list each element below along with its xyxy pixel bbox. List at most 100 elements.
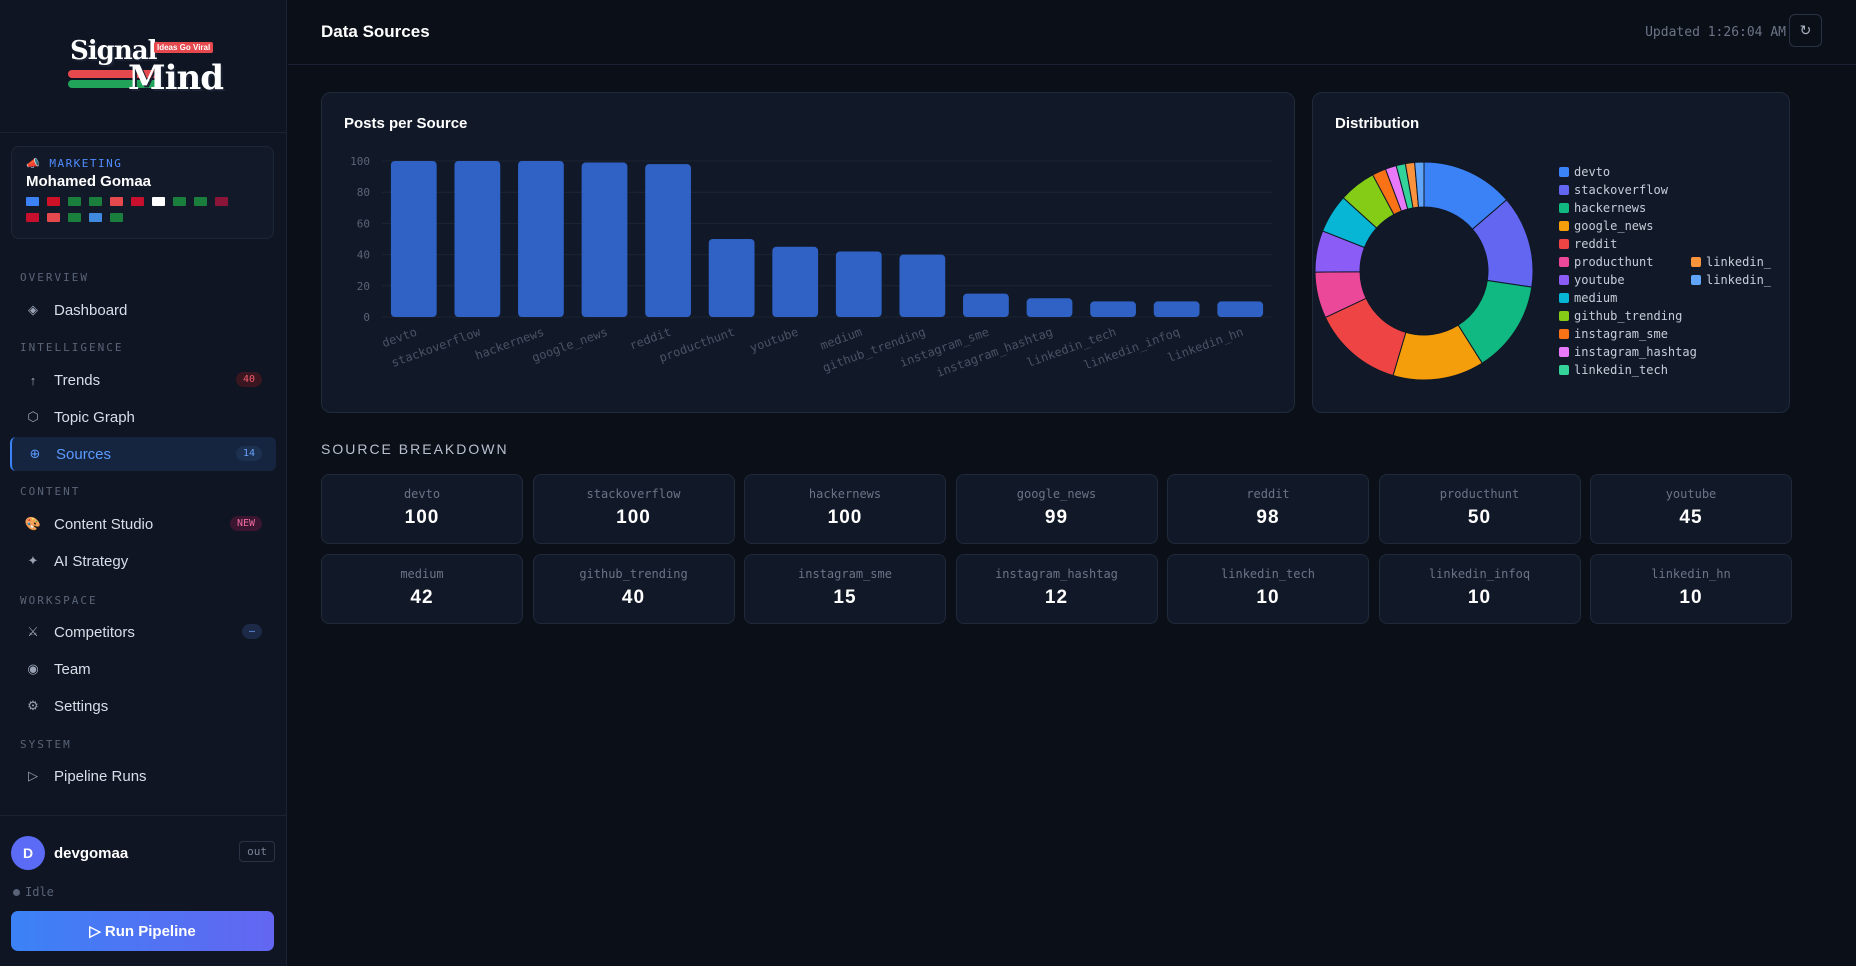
sidebar-item-topic-graph[interactable]: ⬡ Topic Graph <box>10 400 276 434</box>
source-tile-value: 12 <box>1044 587 1069 608</box>
source-tile-value: 45 <box>1679 507 1703 528</box>
bar[interactable] <box>645 164 691 317</box>
bar[interactable] <box>518 161 564 317</box>
logo-wave-green <box>68 80 158 88</box>
flag-icon <box>173 196 186 206</box>
legend-label: youtube <box>1574 273 1625 287</box>
source-tile[interactable]: reddit 98 <box>1167 474 1369 544</box>
play-icon: ▷ <box>28 768 38 783</box>
sidebar-item-ai-strategy[interactable]: ✦ AI Strategy <box>10 544 276 578</box>
new-badge: NEW <box>229 516 262 531</box>
source-tile-value: 10 <box>1679 587 1703 608</box>
source-tile[interactable]: hackernews 100 <box>744 474 946 544</box>
sidebar-item-settings[interactable]: ⚙ Settings <box>10 689 276 723</box>
legend-swatch <box>1691 275 1701 285</box>
avatar[interactable]: D <box>11 836 45 870</box>
source-tile[interactable]: google_news 99 <box>955 474 1158 544</box>
bar[interactable] <box>1217 301 1264 317</box>
section-workspace: WORKSPACE <box>20 594 98 607</box>
sidebar-item-team[interactable]: ◉ Team <box>10 652 276 686</box>
flag-icon <box>68 196 81 206</box>
flag-icon <box>89 196 102 206</box>
sidebar-item-label: Trends <box>54 371 101 389</box>
team-icon: ◉ <box>27 661 39 676</box>
sparkle-icon: ✦ <box>27 553 39 568</box>
bar[interactable] <box>390 161 437 317</box>
palette-icon: 🎨 <box>24 516 42 531</box>
legend-item: hackernews <box>1559 201 1646 215</box>
bar-chart: 020406080100devtostackoverflowhackernews… <box>350 155 1272 380</box>
run-pipeline-button[interactable]: ▷ Run Pipeline <box>11 911 274 951</box>
source-tile[interactable]: youtube 45 <box>1590 474 1792 544</box>
bar[interactable] <box>899 254 946 317</box>
sidebar-item-label: Sources <box>56 445 112 463</box>
sidebar-item-content-studio[interactable]: 🎨 Content Studio NEW <box>10 507 276 541</box>
pie-chart-title: Distribution <box>1335 115 1420 132</box>
sidebar-item-label: Dashboard <box>54 301 128 319</box>
profile-card[interactable]: 📣 MARKETING Mohamed Gomaa <box>11 146 274 239</box>
bar[interactable] <box>963 293 1009 317</box>
bar[interactable] <box>772 246 819 317</box>
y-tick-label: 40 <box>357 249 370 262</box>
source-tile-name: google_news <box>1016 487 1097 501</box>
crossed-swords-icon: ⚔ <box>27 624 39 639</box>
legend-item: youtube <box>1559 273 1625 287</box>
source-tile-name: instagram_sme <box>798 567 892 581</box>
source-tile[interactable]: github_trending 40 <box>532 554 735 624</box>
legend-label: github_trending <box>1574 309 1683 323</box>
source-tile[interactable]: medium 42 <box>321 554 523 624</box>
profile-role: 📣 MARKETING <box>26 157 123 170</box>
legend-swatch <box>1559 347 1569 357</box>
section-overview: OVERVIEW <box>20 271 89 284</box>
sidebar-item-label: Settings <box>54 697 109 715</box>
legend-item: reddit <box>1559 237 1617 251</box>
bar[interactable] <box>581 162 628 317</box>
logout-button[interactable]: out <box>239 841 275 862</box>
signalmind-logo[interactable]: Signal Ideas Go Viral Mind <box>68 36 224 98</box>
y-tick-label: 100 <box>350 155 370 168</box>
legend-item: devto <box>1559 165 1610 179</box>
source-tile[interactable]: stackoverflow 100 <box>532 474 735 544</box>
logo-tagline: Ideas Go Viral <box>154 42 214 53</box>
source-tile[interactable]: linkedin_hn 10 <box>1590 554 1792 624</box>
sidebar-item-sources[interactable]: ⊕ Sources 14 <box>10 437 276 471</box>
source-tile[interactable]: linkedin_infoq 10 <box>1378 554 1581 624</box>
pie-slice[interactable] <box>1414 161 1425 208</box>
source-tile-name: devto <box>403 487 441 501</box>
section-intelligence: INTELLIGENCE <box>20 341 124 354</box>
status-text: Idle <box>25 885 54 899</box>
source-tile-name: hackernews <box>808 487 882 501</box>
source-tile[interactable]: instagram_hashtag 12 <box>955 554 1158 624</box>
legend-label: linkedin_h <box>1706 273 1771 287</box>
bar[interactable] <box>454 161 501 317</box>
sidebar-item-dashboard[interactable]: ◈ Dashboard <box>10 293 276 327</box>
source-tile-name: medium <box>400 567 444 581</box>
bar[interactable] <box>708 239 755 317</box>
source-tile[interactable]: linkedin_tech 10 <box>1167 554 1369 624</box>
bar[interactable] <box>835 251 882 317</box>
sidebar: Signal Ideas Go Viral Mind 📣 MARKETING M… <box>0 0 287 966</box>
source-tile[interactable]: devto 100 <box>321 474 523 544</box>
legend-item: stackoverflow <box>1559 183 1668 197</box>
sidebar-item-trends[interactable]: ↑ Trends 40 <box>10 363 276 397</box>
source-tile[interactable]: instagram_sme 15 <box>744 554 946 624</box>
gear-icon: ⚙ <box>27 698 39 713</box>
source-tile[interactable]: producthunt 50 <box>1378 474 1581 544</box>
bar[interactable] <box>1026 298 1073 317</box>
source-tile-name: linkedin_infoq <box>1428 567 1531 581</box>
flag-icon <box>47 196 60 206</box>
sidebar-item-competitors[interactable]: ⚔ Competitors — <box>10 615 276 649</box>
refresh-button[interactable]: ↻ <box>1789 14 1822 47</box>
legend-item: instagram_hashtag <box>1559 345 1697 359</box>
legend-swatch <box>1559 311 1569 321</box>
competitors-badge: — <box>241 624 262 639</box>
legend-swatch <box>1559 329 1569 339</box>
source-tile-name: youtube <box>1665 487 1717 501</box>
x-tick-label: devto <box>380 325 419 351</box>
sidebar-item-pipeline-runs[interactable]: ▷ Pipeline Runs <box>10 759 276 793</box>
bar[interactable] <box>1090 301 1136 317</box>
source-tile-name: linkedin_hn <box>1651 567 1731 581</box>
bar[interactable] <box>1153 301 1200 317</box>
flag-icon <box>26 212 39 222</box>
section-system: SYSTEM <box>20 738 72 751</box>
